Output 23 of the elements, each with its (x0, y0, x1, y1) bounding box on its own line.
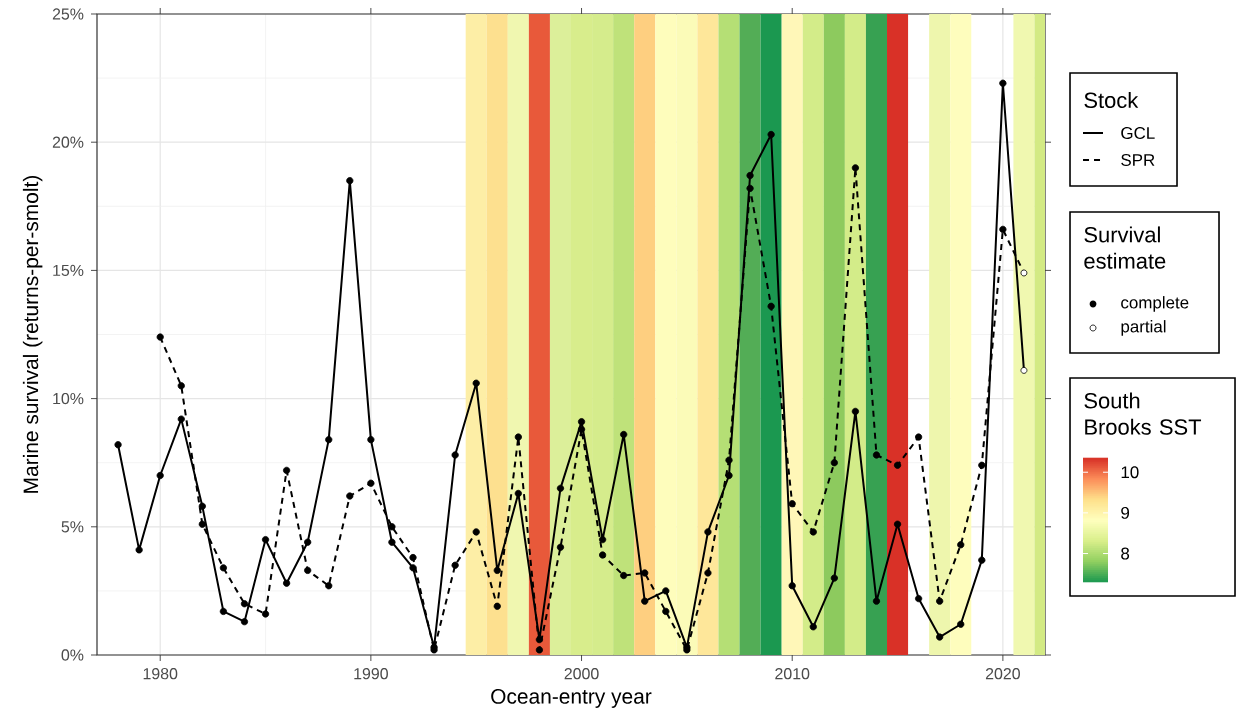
color-bar-label: 10 (1121, 466, 1139, 479)
y-tick-label: 20% (52, 136, 84, 148)
y-tick-label: 15% (53, 264, 84, 276)
y-tick-label: 25% (52, 8, 84, 20)
legend-label: complete (1121, 296, 1189, 312)
legend-label: SPR (1121, 154, 1155, 166)
y-tick-label: 0% (61, 649, 84, 661)
legend-title: Stock (1084, 91, 1139, 109)
y-axis-title: Marine survival (returns-per-smolt) (22, 176, 43, 493)
y-tick-label: 10% (53, 392, 84, 405)
x-tick-label: 2000 (564, 668, 599, 680)
text: Survival estimate (1084, 226, 1166, 269)
x-tick-label: 1980 (143, 668, 178, 680)
legend-label: GCL (1121, 127, 1155, 139)
y-tick-label: 5% (61, 521, 84, 533)
x-axis-title: Ocean-entry year (491, 689, 652, 708)
x-tick-label: 1990 (354, 668, 388, 680)
x-tick-label: 2010 (775, 668, 810, 680)
color-bar-label: 8 (1121, 547, 1130, 560)
legend-label: partial (1121, 320, 1166, 336)
color-bar-label: 9 (1121, 506, 1130, 519)
color-bar-title: South Brooks SST (1084, 392, 1202, 435)
x-tick-label: 2020 (985, 668, 1020, 680)
